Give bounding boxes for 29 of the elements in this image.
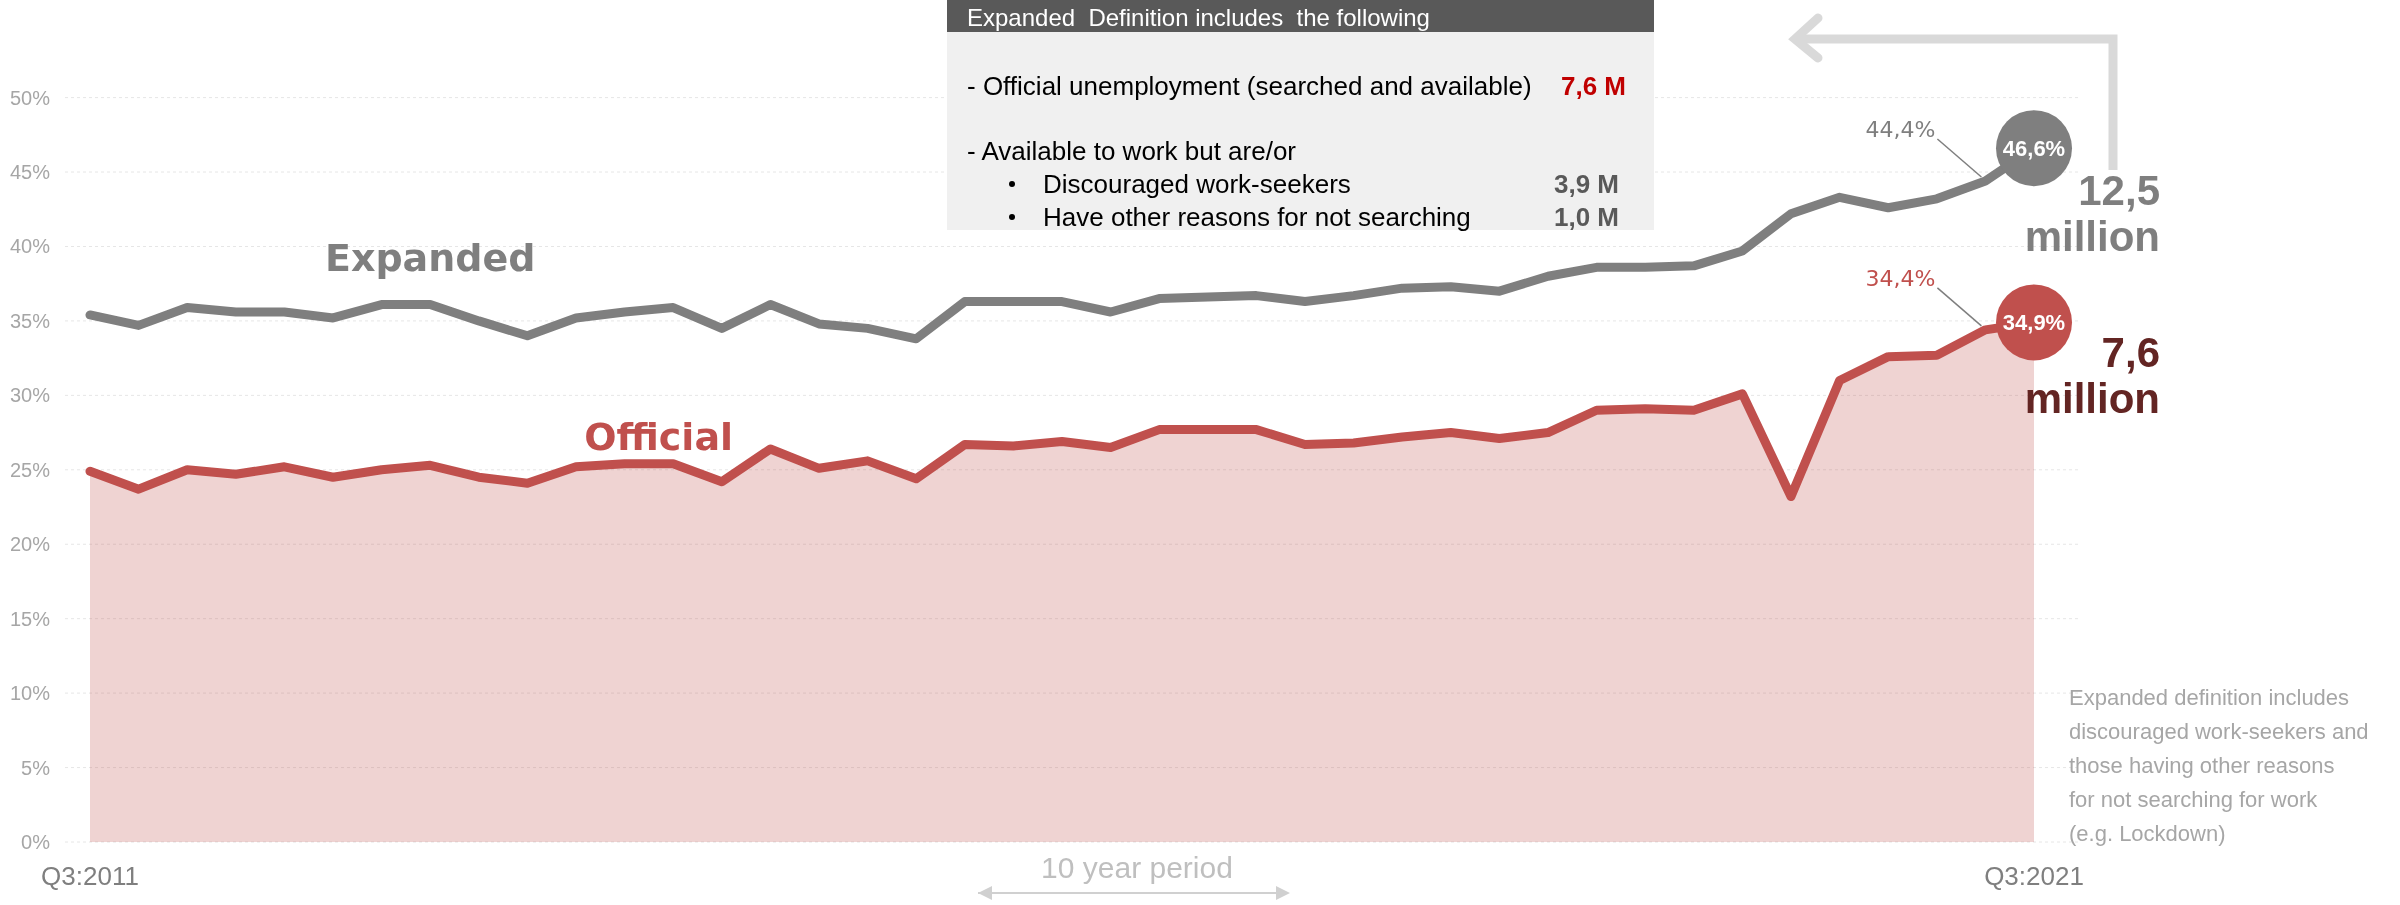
annotation: Expanded definition includes discouraged work-seekers and those having other reasons for not searching for work (e.g. Lockdown) — [2069, 685, 2369, 846]
y-tick-label: 50% — [9, 86, 51, 109]
series-label: Expanded — [324, 235, 536, 280]
y-tick-label: 25% — [9, 458, 51, 481]
y-tick-label: 15% — [9, 607, 51, 630]
annotation: 12,5 million — [2024, 167, 2160, 260]
y-tick-label: 20% — [9, 533, 51, 556]
annotation: Discouraged work-seekers — [1043, 169, 1351, 199]
data-label: 44,4% — [1865, 116, 1936, 142]
annotation: 3,9 M — [1553, 169, 1619, 199]
annotation: 1,0 M — [1553, 202, 1619, 232]
y-tick-label: 30% — [9, 384, 51, 407]
y-tick-label: 5% — [21, 756, 51, 779]
annotation: - Available to work but are/or — [967, 136, 1297, 166]
y-tick-label: 10% — [9, 682, 51, 705]
annotation: - Official unemployment (searched and available) — [967, 71, 1532, 101]
y-tick-label: 45% — [9, 161, 51, 184]
y-tick-label: 0% — [21, 831, 51, 853]
text: Expanded Definition includes the following — [967, 4, 1430, 31]
y-tick-label: 35% — [9, 309, 51, 332]
text: 10 year period — [1041, 851, 1233, 884]
x-tick-label: Q3:2011 — [41, 861, 139, 891]
series-label: Official — [584, 414, 734, 459]
annotation: 7,6 M — [1560, 71, 1626, 101]
data-label: 46,6% — [2002, 136, 2066, 162]
y-tick-label: 40% — [9, 235, 51, 258]
data-label: 34,4% — [1865, 265, 1936, 291]
x-tick-label: Q3:2021 — [1984, 861, 2084, 891]
annotation: Have other reasons for not searching — [1043, 202, 1471, 232]
